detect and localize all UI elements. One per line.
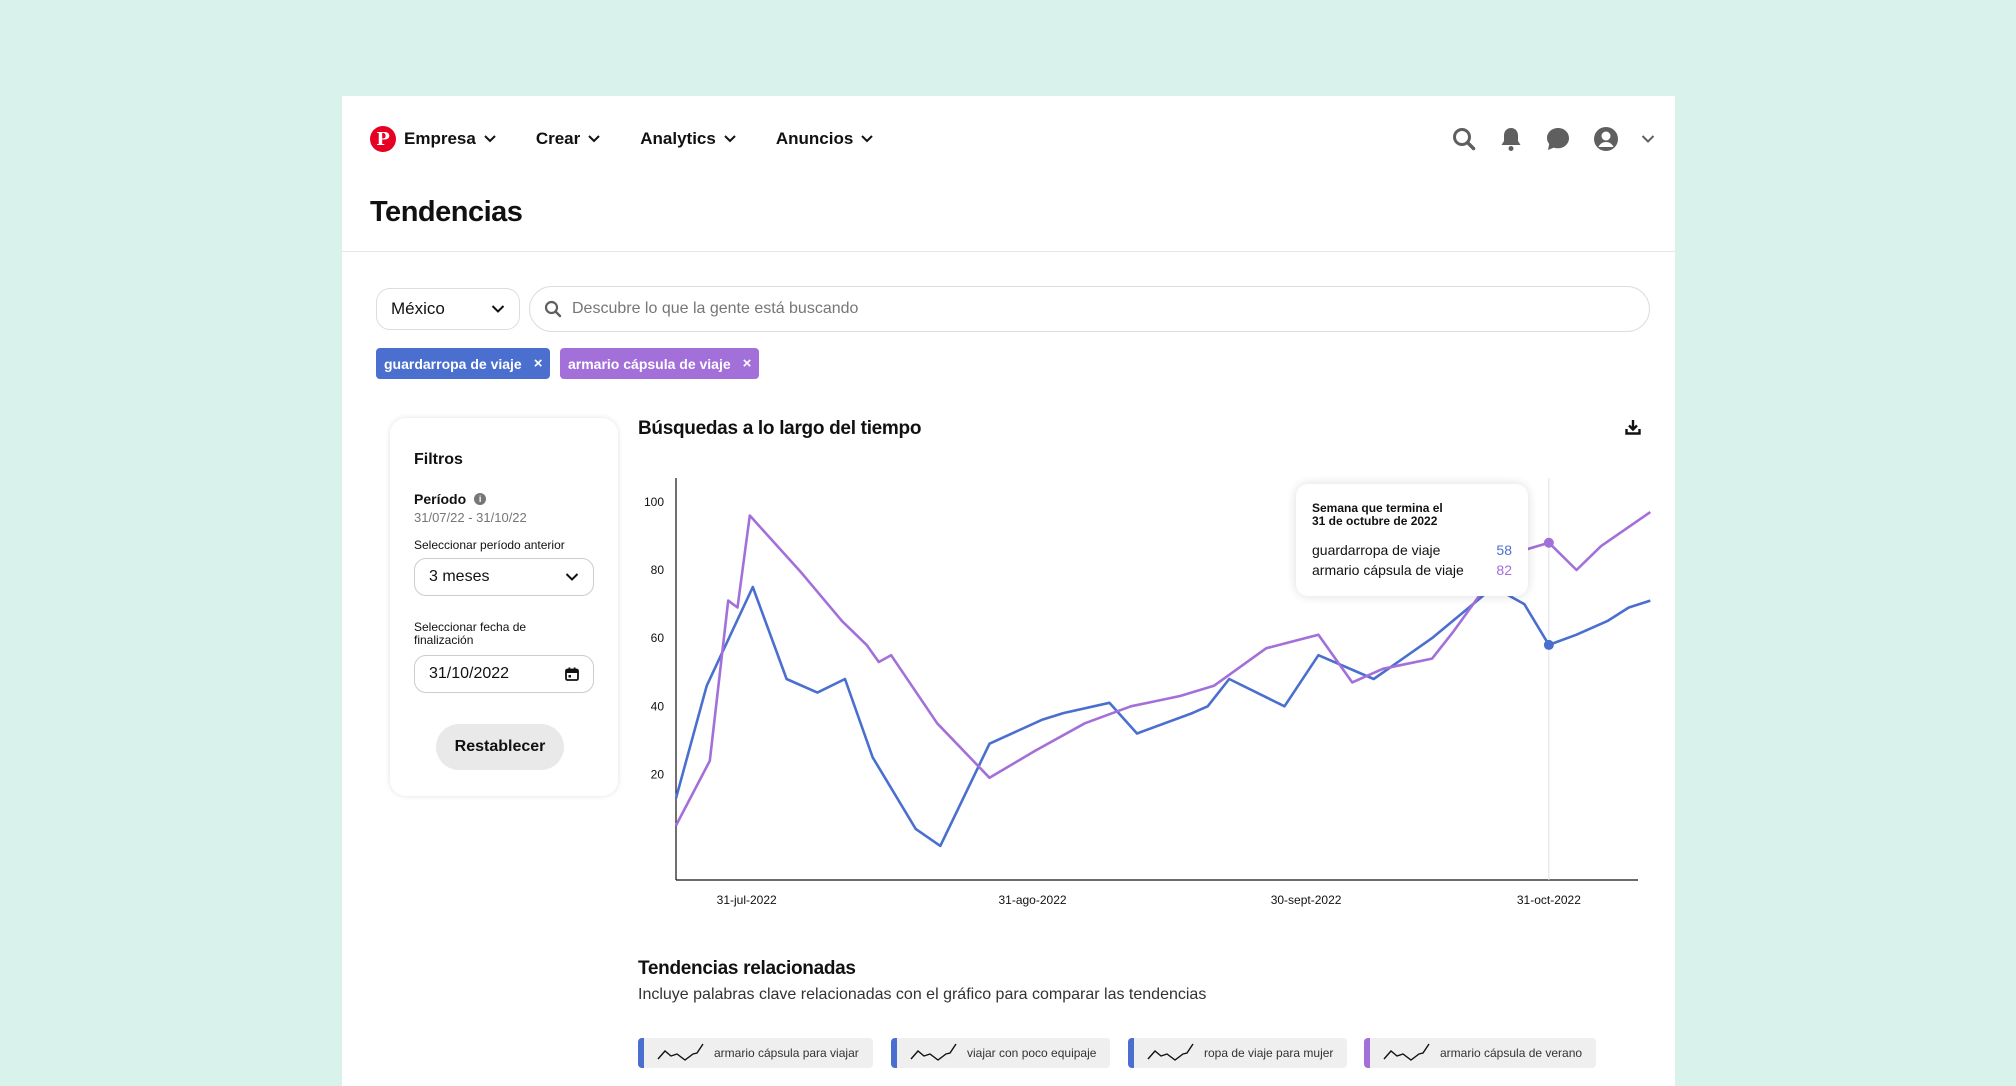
previous-period-value: 3 meses (429, 568, 490, 585)
country-select[interactable]: México (376, 288, 520, 330)
nav-crear[interactable]: Crear (536, 129, 600, 149)
search-placeholder: Descubre lo que la gente está buscando (572, 300, 859, 317)
tooltip-title-line1: Semana que termina el (1312, 501, 1443, 515)
chevron-down-icon (484, 135, 496, 143)
chip-color-bar (638, 1038, 644, 1068)
y-tick-label: 100 (644, 495, 664, 509)
related-trend-chip[interactable]: ropa de viaje para mujer (1128, 1038, 1348, 1068)
nav-analytics[interactable]: Analytics (640, 129, 736, 149)
chevron-down-icon[interactable] (1641, 134, 1655, 144)
tooltip-row: guardarropa de viaje 58 (1312, 542, 1512, 558)
chevron-down-icon (724, 135, 736, 143)
remove-chip-icon[interactable]: × (742, 355, 752, 372)
keyword-chip[interactable]: guardarropa de viaje × (376, 348, 551, 379)
nav-empresa-label: Empresa (404, 129, 476, 148)
page-title: Tendencias (370, 196, 523, 228)
chip-color-bar (1128, 1038, 1134, 1068)
previous-period-label: Seleccionar período anterior (414, 538, 565, 552)
sparkline-icon (910, 1043, 957, 1061)
related-trend-label: ropa de viaje para mujer (1204, 1046, 1334, 1060)
y-tick-label: 80 (651, 563, 665, 577)
reset-button[interactable]: Restablecer (436, 724, 564, 770)
chevron-down-icon (861, 135, 874, 143)
period-label-text: Período (414, 491, 467, 507)
nav-anuncios-label: Anuncios (775, 129, 854, 148)
tooltip-row-value: 58 (1496, 542, 1512, 558)
related-trends-subtitle: Incluye palabras clave relacionadas con … (638, 986, 1207, 1003)
related-trend-label: armario cápsula para viajar (714, 1046, 859, 1060)
related-trend-label: viajar con poco equipaje (967, 1046, 1097, 1060)
chip-color-bar (891, 1038, 897, 1068)
tooltip-row-value: 82 (1496, 562, 1512, 578)
end-date-value: 31/10/2022 (429, 665, 510, 682)
remove-chip-icon[interactable]: × (533, 355, 543, 372)
filters-card: Filtros Período i 31/07/22 - 31/10/22 Se… (390, 418, 618, 796)
chip-label: armario cápsula de viaje (568, 355, 731, 372)
sparkline-icon (657, 1043, 704, 1061)
nav-right-icons (1451, 122, 1655, 156)
tooltip-title-line2: 31 de octubre de 2022 (1312, 514, 1438, 528)
related-trend-chip[interactable]: viajar con poco equipaje (891, 1038, 1111, 1068)
search-input[interactable]: Descubre lo que la gente está buscando (529, 286, 1650, 332)
period-label: Período i (414, 491, 487, 507)
searches-line-chart: 20 40 60 80 100 31-jul-2022 31-ago-2022 30-sept… (644, 478, 1652, 907)
download-icon[interactable] (1624, 418, 1642, 436)
nav-empresa[interactable]: P Empresa (370, 126, 496, 152)
chevron-down-icon (588, 135, 600, 143)
search-icon (544, 300, 562, 318)
tooltip-row-label: armario cápsula de viaje (1312, 562, 1464, 578)
info-icon[interactable]: i (474, 493, 487, 505)
chart-title: Búsquedas a lo largo del tiempo (638, 418, 922, 439)
nav-anuncios[interactable]: Anuncios (775, 129, 874, 149)
y-tick-label: 20 (651, 767, 665, 781)
end-date-label: Seleccionar fecha de finalización (414, 620, 527, 647)
tooltip-row-label: guardarropa de viaje (1312, 542, 1441, 558)
nav-analytics-label: Analytics (640, 129, 716, 148)
tooltip-title: Semana que termina el 31 de octubre de 2… (1312, 502, 1502, 528)
y-tick-label: 40 (651, 699, 665, 713)
series-line (674, 585, 1651, 848)
related-trend-label: armario cápsula de verano (1440, 1046, 1583, 1060)
keyword-chip[interactable]: armario cápsula de viaje × (560, 348, 760, 379)
search-icon[interactable] (1451, 126, 1477, 152)
bell-icon[interactable] (1499, 126, 1523, 152)
chevron-down-icon (491, 305, 505, 313)
series-point (1543, 639, 1554, 650)
country-value: México (391, 299, 445, 318)
x-tick-label: 31-oct-2022 (1517, 893, 1581, 907)
x-tick-label: 31-ago-2022 (998, 893, 1066, 907)
tooltip-row: armario cápsula de viaje 82 (1312, 562, 1512, 578)
related-trends-title: Tendencias relacionadas (638, 958, 856, 979)
related-trend-chip[interactable]: armario cápsula de verano (1364, 1038, 1597, 1068)
chat-icon[interactable] (1545, 126, 1571, 152)
chart-tooltip: Semana que termina el 31 de octubre de 2… (1296, 484, 1528, 596)
top-nav: P Empresa Crear Analytics Anuncios (370, 122, 913, 156)
nav-crear-label: Crear (535, 129, 581, 148)
calendar-icon[interactable] (565, 667, 579, 681)
sparkline-icon (1147, 1043, 1194, 1061)
chip-label: guardarropa de viaje (384, 355, 522, 372)
header-divider (342, 251, 1675, 252)
x-tick-label: 31-jul-2022 (717, 893, 777, 907)
related-trend-chip[interactable]: armario cápsula para viajar (638, 1038, 873, 1068)
sparkline-icon (1383, 1043, 1430, 1061)
chip-color-bar (1364, 1038, 1370, 1068)
series-point (1543, 537, 1554, 548)
x-tick-label: 30-sept-2022 (1271, 893, 1342, 907)
profile-icon[interactable] (1593, 126, 1619, 152)
end-date-input[interactable]: 31/10/2022 (414, 655, 594, 693)
main-panel: P Empresa Crear Analytics Anuncios Tende… (342, 96, 1675, 1086)
previous-period-select[interactable]: 3 meses (414, 558, 594, 596)
y-tick-label: 60 (651, 631, 665, 645)
period-range: 31/07/22 - 31/10/22 (414, 510, 527, 525)
chevron-down-icon (565, 573, 579, 581)
pinterest-logo-icon: P (370, 126, 396, 152)
filters-title: Filtros (414, 451, 463, 468)
